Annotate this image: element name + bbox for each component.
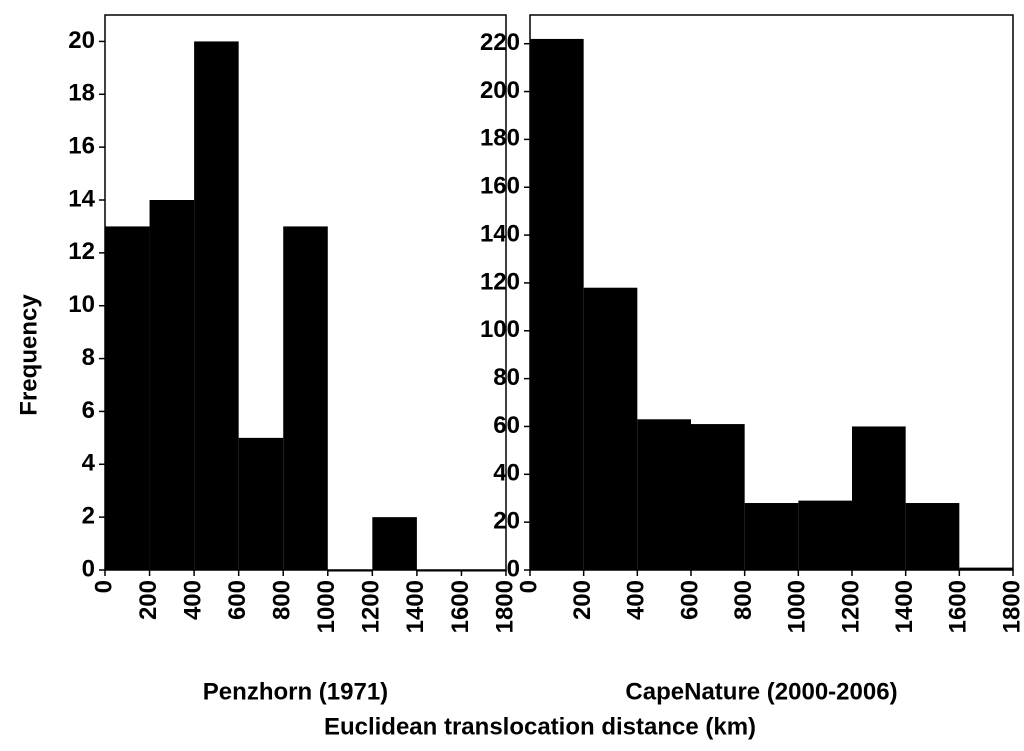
bar [852,426,906,570]
bar [583,287,638,570]
y-tick-label: 8 [82,344,95,371]
x-tick-label: 800 [730,580,757,620]
x-tick-label: 1800 [998,580,1024,633]
y-tick-label: 2 [82,502,95,529]
plot-frame [104,14,507,571]
x-axis-label: Euclidean translocation distance (km) [324,713,756,740]
y-tick-label: 80 [493,364,520,391]
y-tick-label: 200 [480,77,520,104]
y-tick-label: 16 [68,132,95,159]
x-tick-label: 800 [269,580,296,620]
y-tick-label: 10 [68,291,95,318]
bar [149,200,195,570]
bar [105,226,150,570]
x-tick-label: 1800 [491,580,518,633]
y-tick-label: 100 [480,316,520,343]
x-tick-label: 0 [515,580,542,593]
y-tick-label: 14 [68,185,95,212]
x-tick-label: 600 [224,580,251,620]
x-tick-label: 1400 [891,580,918,633]
x-tick-label: 1400 [402,580,429,633]
y-tick-label: 4 [82,450,96,477]
x-tick-label: 400 [179,580,206,620]
y-axis-label: Frequency [15,294,42,416]
y-tick-label: 220 [480,29,520,56]
x-tick-label: 600 [676,580,703,620]
bar [194,41,239,570]
x-tick-label: 200 [569,580,596,620]
y-tick-label: 120 [480,268,520,295]
y-tick-label: 6 [82,397,95,424]
plot-frame [529,14,1014,571]
x-tick-label: 1600 [945,580,972,633]
y-tick-label: 18 [68,80,95,107]
y-tick-label: 0 [507,555,520,582]
y-tick-label: 0 [82,555,95,582]
x-tick-label: 1600 [447,580,474,633]
bar [905,503,960,570]
bar [798,500,852,570]
y-tick-label: 160 [480,173,520,200]
y-tick-label: 40 [493,460,520,487]
y-tick-label: 140 [480,220,520,247]
bar [283,226,328,570]
x-tick-label: 1200 [358,580,385,633]
bar [530,38,584,570]
panel-title: CapeNature (2000-2006) [625,678,897,705]
y-tick-label: 180 [480,125,520,152]
x-tick-label: 0 [90,580,117,593]
bar [691,424,745,570]
bar [372,517,417,570]
y-tick-label: 12 [68,238,95,265]
x-tick-label: 1000 [784,580,811,633]
bar [238,437,284,570]
x-tick-label: 400 [623,580,650,620]
panel-title: Penzhorn (1971) [203,678,388,705]
x-tick-label: 1000 [313,580,340,633]
x-tick-label: 1200 [837,580,864,633]
bar [959,567,1013,570]
y-tick-label: 20 [493,507,520,534]
x-tick-label: 200 [135,580,162,620]
y-tick-label: 20 [68,27,95,54]
y-tick-label: 60 [493,412,520,439]
bar [744,503,799,570]
bar [637,419,691,570]
